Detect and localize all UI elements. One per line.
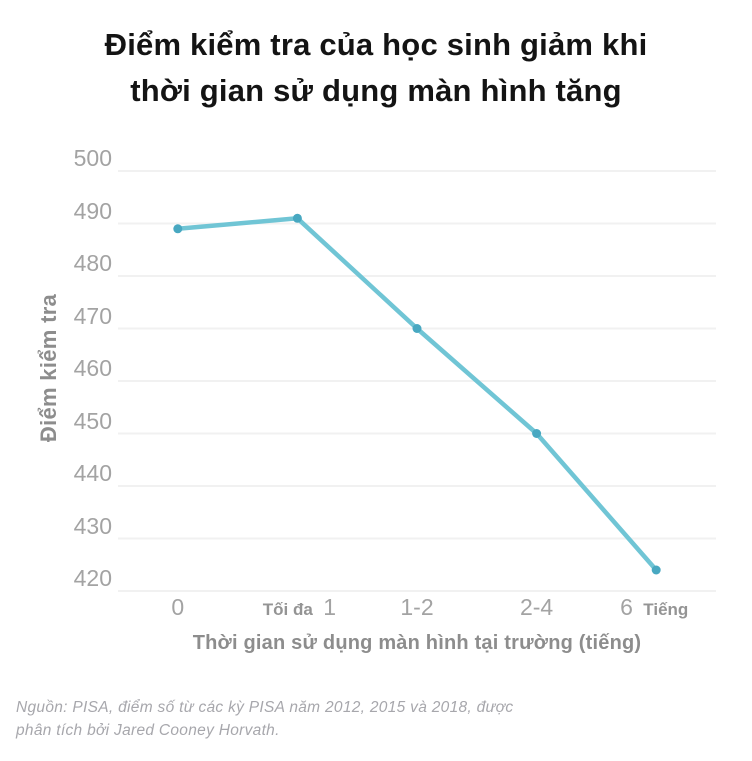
y-tick-label: 500 (73, 145, 112, 171)
y-tick-label: 420 (73, 565, 112, 591)
chart-title: Điểm kiểm tra của học sinh giảm khi thời… (0, 22, 752, 114)
y-tick-label: 460 (73, 355, 112, 381)
x-axis-title: Thời gian sử dụng màn hình tại trường (t… (192, 632, 642, 654)
x-tick-value: 1 (323, 594, 337, 620)
x-tick-annotation: Tiếng (643, 600, 689, 619)
x-tick-value: 1-2 (400, 594, 434, 620)
source-note: Nguồn: PISA, điểm số từ các kỳ PISA năm … (16, 696, 556, 742)
chart-title-line1: Điểm kiểm tra của học sinh giảm khi (104, 27, 648, 62)
x-tick-label: 1-2 (337, 594, 497, 621)
data-point (651, 565, 661, 575)
data-point (412, 324, 422, 333)
y-tick-label: 440 (73, 460, 112, 486)
data-point (173, 224, 183, 234)
y-tick-label: 450 (73, 407, 112, 434)
y-tick-label: 490 (73, 197, 112, 224)
x-tick-value: 0 (171, 594, 185, 620)
x-tick-label: 0 (98, 594, 258, 621)
y-tick-label: 430 (73, 512, 112, 539)
series-line (175, 216, 659, 573)
source-note-line2: phân tích bởi Jared Cooney Horvath. (16, 722, 280, 739)
data-point (532, 429, 542, 438)
source-note-line1: Nguồn: PISA, điểm số từ các kỳ PISA năm … (16, 699, 514, 716)
x-tick-annotation: Tối đa (262, 600, 313, 619)
x-tick-value: 6 (620, 594, 633, 620)
y-tick-label: 480 (73, 250, 112, 276)
x-tick-label: 6 Tiếng (576, 594, 736, 623)
data-point (292, 213, 302, 223)
y-tick-label: 470 (73, 302, 112, 329)
x-tick-value: 2-4 (519, 594, 554, 620)
x-tick-label: 2-4 (457, 594, 617, 621)
y-axis-title: Điểm kiểm tra (36, 293, 61, 443)
chart-title-line2: thời gian sử dụng màn hình tăng (130, 73, 622, 108)
x-tick-label: Tối đa 1 (217, 594, 377, 623)
